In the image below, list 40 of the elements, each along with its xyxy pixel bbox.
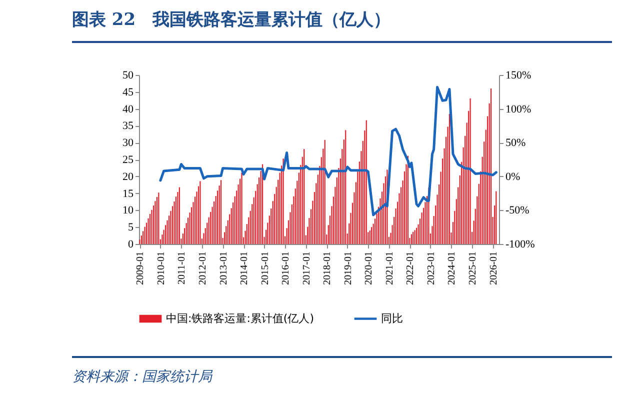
x-tick-label: 2025-01 — [468, 252, 479, 285]
x-tick-label: 2021-01 — [384, 252, 396, 285]
y2-tick-label: -100% — [506, 238, 535, 250]
x-tick-label: 2022-01 — [405, 252, 416, 285]
text: 资料来源：国家统计局 — [72, 356, 612, 386]
x-tick-label: 2015-01 — [260, 252, 271, 285]
y-tick-label: 20 — [122, 170, 134, 183]
legend-label: 中国:铁路客运量:累计值(亿人) — [166, 312, 314, 325]
x-tick-label: 2012-01 — [197, 252, 208, 285]
x-tick-label: 2009-01 — [135, 252, 146, 285]
y-tick-label: 35 — [122, 120, 134, 132]
y-tick-label: 45 — [122, 86, 134, 98]
x-tick-label: 2024-01 — [446, 252, 458, 285]
x-tick-label: 2013-01 — [218, 252, 230, 285]
x-tick-label: 2023-01 — [426, 252, 437, 285]
y2-tick-label: 150% — [506, 70, 532, 82]
x-tick-label: 2011-01 — [176, 252, 188, 284]
chart-title: 图表 22 我国铁路客运量累计值（亿人） — [72, 8, 612, 43]
x-tick-label: 2020-01 — [364, 252, 375, 285]
y-tick-label: 25 — [122, 154, 134, 166]
y2-tick-label: 100% — [506, 103, 532, 116]
y2-tick-label: -50% — [506, 204, 530, 217]
line-series — [159, 86, 498, 216]
y-tick-label: 0 — [128, 238, 134, 250]
y-tick-label: 50 — [122, 70, 134, 82]
x-tick-label: 2017-01 — [301, 252, 312, 285]
y2-tick-label: 0% — [506, 170, 520, 183]
legend-label: 同比 — [381, 312, 403, 325]
y2-tick-label: 50% — [506, 137, 526, 150]
y-tick-label: 10 — [122, 204, 134, 217]
x-tick-label: 2019-01 — [342, 252, 354, 285]
x-tick-label: 2026-01 — [488, 252, 500, 285]
y-tick-label: 5 — [128, 222, 134, 234]
x-tick-label: 2018-01 — [322, 252, 334, 285]
y-tick-label: 40 — [122, 103, 134, 116]
x-tick-label: 2014-01 — [239, 252, 250, 285]
x-tick-label: 2016-01 — [280, 252, 292, 285]
y-tick-label: 15 — [122, 188, 134, 200]
y-tick-label: 30 — [122, 137, 134, 150]
x-tick-label: 2010-01 — [156, 252, 167, 285]
